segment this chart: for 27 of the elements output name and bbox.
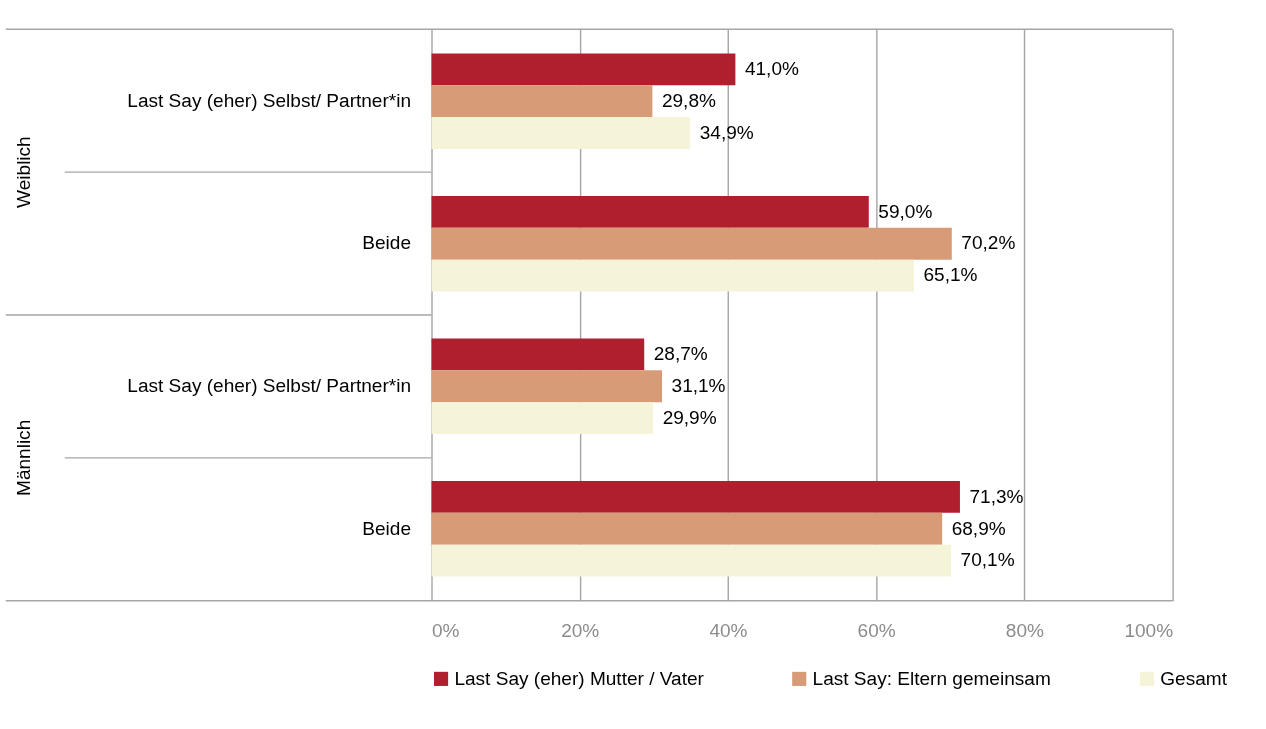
data-label: 71,3% — [969, 485, 1024, 507]
legend-label: Gesamt — [1160, 667, 1228, 689]
x-tick-label: 0% — [432, 620, 460, 642]
x-tick-label: 80% — [1005, 620, 1045, 642]
data-label: 68,9% — [951, 517, 1006, 539]
x-tick-label: 20% — [561, 620, 600, 642]
data-label: 70,2% — [961, 232, 1016, 254]
x-tick-label: 40% — [709, 620, 748, 642]
data-label: 59,0% — [878, 200, 933, 222]
data-label: 31,1% — [671, 374, 726, 396]
x-tick-label: 100% — [1124, 620, 1174, 642]
x-tick-label: 60% — [857, 620, 896, 642]
legend-label: Last Say (eher) Mutter / Vater — [454, 667, 705, 689]
y-tick-label: Beide — [362, 517, 412, 539]
data-label: 34,9% — [699, 121, 754, 143]
legend-label: Last Say: Eltern gemeinsam — [812, 667, 1051, 689]
data-label: 41,0% — [744, 58, 799, 80]
data-label: 29,9% — [662, 406, 717, 428]
data-label: 28,7% — [653, 343, 708, 365]
data-label: 70,1% — [960, 549, 1015, 571]
text: Weiblich — [13, 136, 35, 208]
y-tick-label: Beide — [362, 232, 412, 254]
data-label: 29,8% — [661, 89, 716, 111]
y-tick-label: Last Say (eher) Selbst/ Partner*in — [127, 374, 412, 396]
text: Männlich — [13, 419, 35, 496]
y-tick-label: Last Say (eher) Selbst/ Partner*in — [127, 89, 412, 111]
data-label: 65,1% — [923, 264, 978, 286]
